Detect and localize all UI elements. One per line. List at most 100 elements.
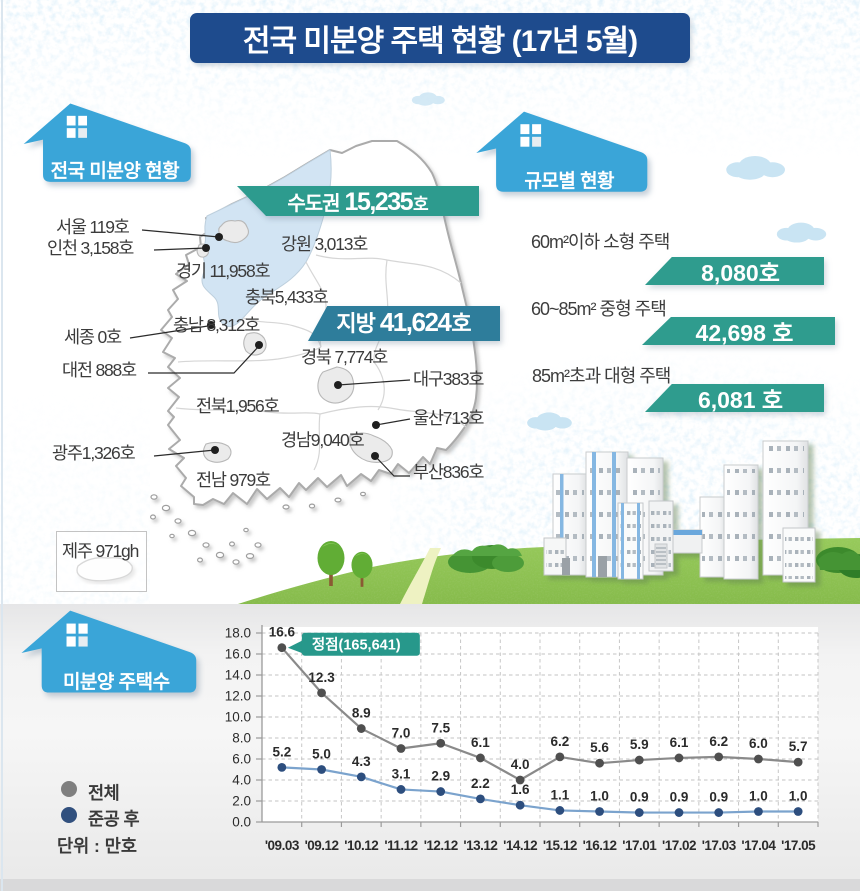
region-daejeon [243,332,267,356]
series-marker [793,807,803,816]
series-marker [714,808,724,817]
annotation-text: 정점(165,641) [312,636,401,654]
annotation-pointer [287,639,304,654]
series-marker [555,752,565,762]
data-label: 16.6 [269,625,296,640]
series-line [281,766,799,814]
data-label: 1.0 [749,789,768,804]
x-axis-label: '17.02 [662,838,696,853]
series-marker [476,753,485,763]
data-label: 5.6 [590,740,609,755]
data-label: 6.2 [709,734,728,749]
x-axis-label: '09.03 [265,838,300,853]
data-label: 7.0 [392,726,411,741]
series-marker [515,775,525,785]
series-marker [436,787,446,796]
x-axis-label: '09.12 [305,838,339,853]
legend-dot-total [61,781,77,797]
series-marker [356,724,366,733]
data-label: 0.9 [670,790,689,805]
size-badge-large-value: 6,081 호 [645,384,824,412]
jeju-box: 제주 971gh [56,531,147,592]
series-marker [714,752,724,762]
y-axis-label: 18.0 [225,626,251,641]
provincial-badge-value: 41,624 [379,307,452,337]
size-badge-small-value: 8,080호 [645,257,824,285]
data-label: 12.3 [308,670,335,685]
series-marker [754,754,763,764]
x-axis-label: '13.12 [463,838,497,853]
data-label: 5.9 [630,737,649,752]
region-busan [349,432,393,463]
series-marker [674,753,684,763]
data-label: 5.2 [272,744,291,759]
data-label: 6.1 [471,735,490,750]
x-axis-label: '11.12 [384,838,417,853]
data-label: 5.0 [312,747,331,762]
data-label: 2.9 [431,769,450,784]
y-axis-label: 6.0 [232,752,251,767]
data-label: 6.1 [670,735,689,750]
series-marker [476,794,485,804]
unit-label: 단위 : 만호 [57,836,137,856]
capital-badge-value: 15,235 [344,188,414,216]
buildings-illustration [543,440,816,583]
legend-label-completed: 준공 후 [88,809,140,829]
annotation-box [301,632,420,656]
series-marker [396,785,406,794]
provincial-badge: 지방 41,624 호 [308,306,500,341]
x-axis-label: '16.12 [583,838,617,853]
series-marker [356,772,366,782]
size-badge-medium: 42,698 호 [642,317,835,345]
series-marker [317,688,326,698]
page-title-text: 전국 미분양 주택 현황 (17년 5월) [242,25,638,58]
x-axis-label: '17.05 [781,838,816,853]
region-seoul [218,220,250,244]
size-category-large: 85m²초과 대형 주택 [532,366,671,386]
x-axis-label: '17.04 [741,838,776,853]
walking-path [400,548,441,604]
series-marker [754,807,763,816]
series-marker [317,765,326,774]
series-marker [396,744,406,753]
y-axis-label: 14.0 [225,668,251,683]
series-marker [595,758,604,768]
x-axis-label: '14.12 [503,838,537,853]
y-axis-label: 2.0 [232,794,251,809]
size-category-medium: 60~85m² 중형 주택 [531,299,667,319]
data-label: 7.5 [431,720,450,735]
y-axis-label: 8.0 [232,731,251,746]
data-label: 3.1 [392,766,411,781]
data-label: 5.7 [789,739,808,754]
data-label: 4.3 [352,754,371,769]
data-label: 0.9 [709,790,728,805]
x-axis-label: '15.12 [543,838,577,853]
data-label: 1.6 [511,782,530,797]
series-marker [634,755,644,765]
data-label: 1.1 [550,787,569,802]
data-label: 6.2 [550,734,569,749]
series-marker [436,738,446,748]
provincial-badge-suffix: 호 [451,311,472,336]
y-axis-label: 12.0 [225,689,251,704]
data-label: 1.0 [590,789,609,804]
y-axis-label: 10.0 [225,710,251,725]
data-label: 4.0 [511,757,530,772]
series-marker [634,808,644,817]
y-axis-label: 4.0 [232,773,251,788]
page-left-border [1,0,3,891]
x-axis-label: '12.12 [424,838,458,853]
capital-badge-prefix: 수도권 [287,193,340,215]
series-line [281,646,799,782]
series-marker [277,763,287,772]
series-marker [793,757,803,767]
data-label: 6.0 [749,736,768,751]
legend-dot-completed [61,807,77,823]
size-category-small: 60m²이하 소형 주택 [531,232,670,252]
data-label: 8.9 [352,706,371,721]
capital-badge: 수도권 15,235 호 [237,186,479,216]
series-marker [674,808,684,817]
size-badge-medium-value: 42,698 호 [642,317,835,345]
